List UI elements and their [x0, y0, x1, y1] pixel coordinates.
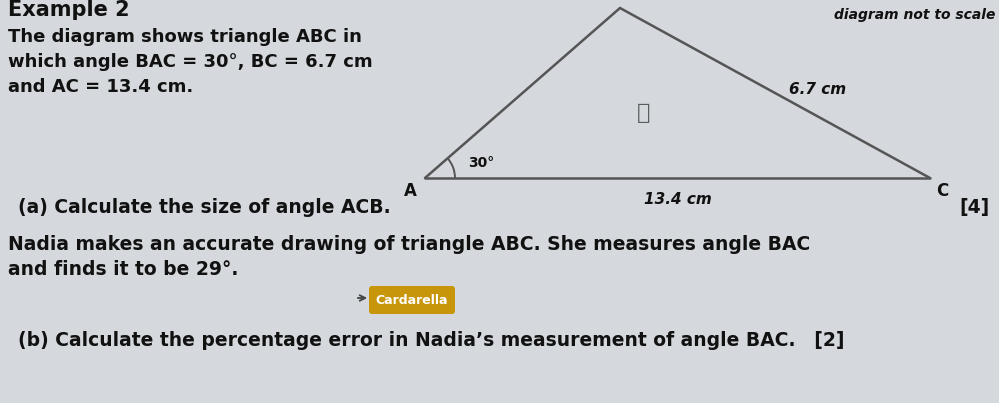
- Text: 30°: 30°: [469, 156, 495, 170]
- Text: The diagram shows triangle ABC in: The diagram shows triangle ABC in: [8, 28, 362, 46]
- Text: B: B: [613, 0, 626, 3]
- Text: (a) Calculate the size of angle ACB.: (a) Calculate the size of angle ACB.: [18, 198, 391, 217]
- FancyBboxPatch shape: [369, 286, 455, 314]
- Text: Example 2: Example 2: [8, 0, 130, 20]
- Text: and finds it to be 29°.: and finds it to be 29°.: [8, 260, 239, 279]
- Text: which angle BAC = 30°, BC = 6.7 cm: which angle BAC = 30°, BC = 6.7 cm: [8, 53, 373, 71]
- Text: (b) Calculate the percentage error in Nadia’s measurement of angle BAC. [2]: (b) Calculate the percentage error in Na…: [18, 331, 844, 350]
- Text: Nadia makes an accurate drawing of triangle ABC. She measures angle BAC: Nadia makes an accurate drawing of trian…: [8, 235, 810, 254]
- Text: and AC = 13.4 cm.: and AC = 13.4 cm.: [8, 78, 193, 96]
- Text: C: C: [936, 182, 948, 200]
- Text: A: A: [405, 182, 417, 200]
- Text: 🖐: 🖐: [636, 103, 650, 123]
- Text: Cardarella: Cardarella: [376, 293, 449, 307]
- Text: 13.4 cm: 13.4 cm: [643, 192, 711, 207]
- Text: 6.7 cm: 6.7 cm: [789, 81, 846, 96]
- Text: diagram not to scale: diagram not to scale: [833, 8, 995, 22]
- Text: [4]: [4]: [960, 198, 990, 217]
